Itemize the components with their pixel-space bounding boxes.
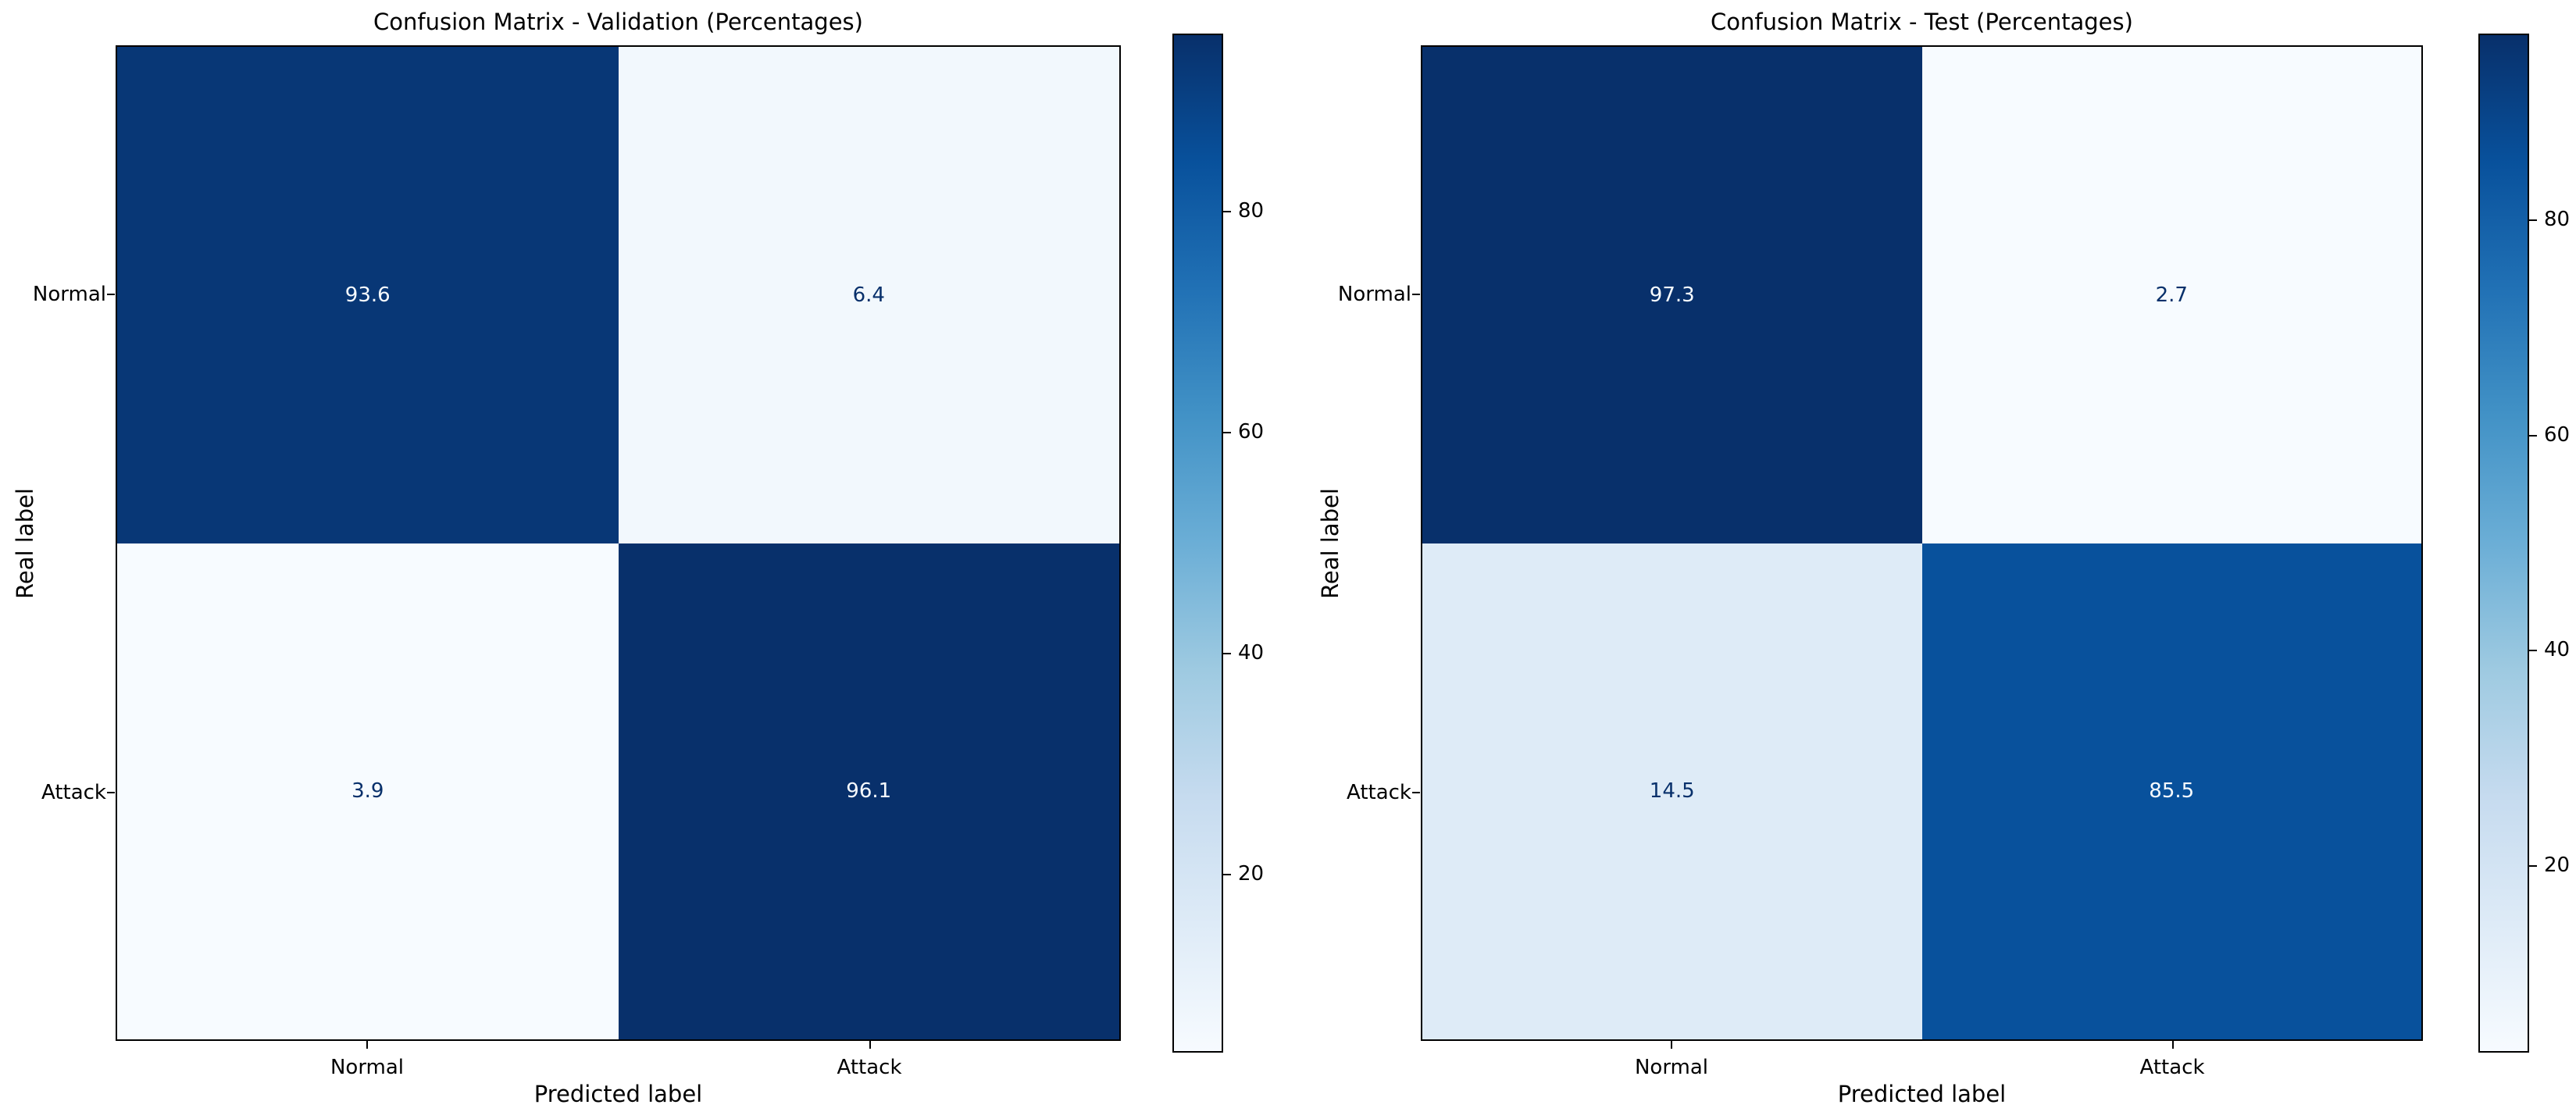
y-tick-mark bbox=[107, 294, 115, 295]
y-tick-mark bbox=[107, 792, 115, 793]
colorbar-tick-mark bbox=[2529, 865, 2537, 868]
x-tick-mark bbox=[1671, 1041, 1672, 1049]
x-tick-mark bbox=[366, 1041, 368, 1049]
colorbar-test bbox=[2478, 34, 2529, 1053]
cell-r0c0: 93.6 bbox=[117, 47, 619, 543]
colorbar-tick-label: 20 bbox=[2544, 854, 2571, 878]
cell-value: 96.1 bbox=[846, 779, 892, 804]
colorbar-tick-mark bbox=[2529, 650, 2537, 652]
x-tick-label-normal: Normal bbox=[330, 1056, 405, 1079]
confusion-matrix-test: 97.3 2.7 14.5 85.5 bbox=[1421, 45, 2423, 1041]
cell-value: 14.5 bbox=[1649, 779, 1695, 804]
colorbar-tick-mark bbox=[1223, 431, 1231, 433]
y-tick-mark bbox=[1412, 294, 1420, 295]
colorbar-tick-label: 80 bbox=[2544, 207, 2571, 231]
x-tick-label-normal: Normal bbox=[1634, 1056, 1709, 1079]
colorbar-tick-mark bbox=[1223, 874, 1231, 876]
colorbar-tick-label: 60 bbox=[2544, 422, 2571, 447]
colorbar-ticks: 80 60 40 20 bbox=[1223, 34, 1301, 1053]
plot-title-test: Confusion Matrix - Test (Percentages) bbox=[1711, 9, 2133, 35]
cell-value: 3.9 bbox=[351, 779, 384, 804]
cell-value: 6.4 bbox=[852, 283, 885, 307]
x-axis-label: Predicted label bbox=[533, 1081, 703, 1107]
colorbar-tick-label: 80 bbox=[1238, 198, 1265, 223]
cell-r0c1: 6.4 bbox=[618, 47, 1119, 543]
colorbar-tick-label: 20 bbox=[1238, 862, 1265, 886]
x-tick-label-attack: Attack bbox=[837, 1056, 902, 1079]
colorbar-validation bbox=[1172, 34, 1223, 1053]
colorbar-tick-mark bbox=[2529, 434, 2537, 437]
confusion-matrix-validation: 93.6 6.4 3.9 96.1 bbox=[116, 45, 1121, 1041]
colorbar-tick-mark bbox=[2529, 219, 2537, 221]
x-tick-mark bbox=[2172, 1041, 2174, 1049]
cell-value: 93.6 bbox=[344, 283, 391, 307]
y-tick-label-normal: Normal bbox=[32, 283, 106, 306]
colorbar-tick-mark bbox=[1223, 653, 1231, 655]
cell-value: 2.7 bbox=[2155, 283, 2188, 307]
y-tick-label-normal: Normal bbox=[1337, 283, 1411, 306]
cell-r0c1: 2.7 bbox=[1921, 47, 2421, 543]
colorbar-ticks: 80 60 40 20 bbox=[2529, 34, 2576, 1053]
cell-value: 85.5 bbox=[2149, 779, 2195, 804]
cell-r1c1: 85.5 bbox=[1921, 543, 2421, 1039]
y-tick-mark bbox=[1412, 792, 1420, 793]
y-tick-label-attack: Attack bbox=[1346, 781, 1411, 804]
colorbar-tick-label: 40 bbox=[1238, 641, 1265, 665]
x-tick-label-attack: Attack bbox=[2139, 1056, 2205, 1079]
y-axis-label: Real label bbox=[1317, 488, 1343, 599]
cell-r1c1: 96.1 bbox=[618, 543, 1119, 1039]
colorbar-tick-label: 60 bbox=[1238, 419, 1265, 444]
colorbar-tick-mark bbox=[1223, 210, 1231, 212]
cell-r1c0: 3.9 bbox=[117, 543, 619, 1039]
colorbar-tick-label: 40 bbox=[2544, 638, 2571, 662]
y-axis-label: Real label bbox=[12, 488, 38, 599]
plot-title-validation: Confusion Matrix - Validation (Percentag… bbox=[373, 9, 863, 35]
x-tick-mark bbox=[869, 1041, 871, 1049]
x-axis-label: Predicted label bbox=[1837, 1081, 2007, 1107]
cell-r1c0: 14.5 bbox=[1422, 543, 1922, 1039]
cell-value: 97.3 bbox=[1649, 283, 1695, 307]
y-tick-label-attack: Attack bbox=[41, 781, 106, 804]
cell-r0c0: 97.3 bbox=[1422, 47, 1922, 543]
